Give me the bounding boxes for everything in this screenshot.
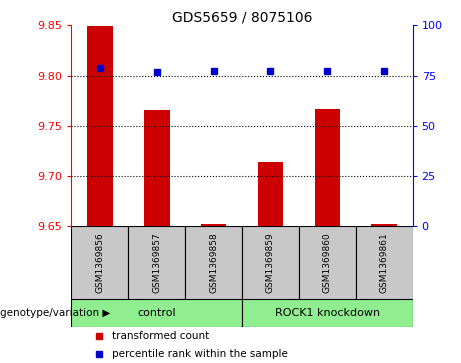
Bar xyxy=(356,227,413,299)
Text: ROCK1 knockdown: ROCK1 knockdown xyxy=(275,308,380,318)
Bar xyxy=(242,227,299,299)
Bar xyxy=(144,110,170,227)
Text: GSM1369856: GSM1369856 xyxy=(95,232,104,293)
Bar xyxy=(372,224,397,227)
Text: control: control xyxy=(137,308,176,318)
Bar xyxy=(185,227,242,299)
Bar xyxy=(314,109,340,227)
Bar xyxy=(242,299,413,327)
Text: GSM1369858: GSM1369858 xyxy=(209,232,218,293)
Text: transformed count: transformed count xyxy=(112,331,210,341)
Bar xyxy=(71,227,128,299)
Text: GSM1369860: GSM1369860 xyxy=(323,232,332,293)
Bar xyxy=(299,227,356,299)
Bar xyxy=(87,26,112,227)
Title: GDS5659 / 8075106: GDS5659 / 8075106 xyxy=(172,10,312,24)
Text: GSM1369857: GSM1369857 xyxy=(152,232,161,293)
Text: percentile rank within the sample: percentile rank within the sample xyxy=(112,349,288,359)
Text: GSM1369861: GSM1369861 xyxy=(380,232,389,293)
Bar xyxy=(201,224,226,227)
Text: genotype/variation ▶: genotype/variation ▶ xyxy=(0,308,110,318)
Bar xyxy=(128,227,185,299)
Bar xyxy=(258,162,283,227)
Bar xyxy=(71,299,242,327)
Text: GSM1369859: GSM1369859 xyxy=(266,232,275,293)
